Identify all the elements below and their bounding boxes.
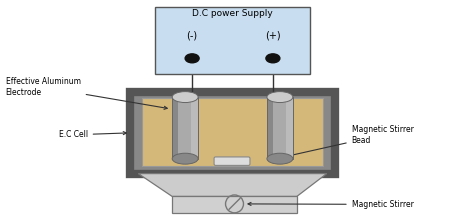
Ellipse shape [172, 92, 198, 102]
Bar [267, 97, 293, 159]
Ellipse shape [266, 54, 280, 63]
Bar [286, 97, 293, 159]
Text: Magnetic Stirrer: Magnetic Stirrer [248, 200, 413, 209]
Text: Effective Aluminum
Electrode: Effective Aluminum Electrode [6, 78, 167, 109]
Bar [172, 97, 198, 159]
Text: Magnetic Stirrer
Bead: Magnetic Stirrer Bead [269, 125, 413, 161]
Bar [172, 196, 297, 213]
Text: D.C power Supply: D.C power Supply [192, 9, 273, 18]
Ellipse shape [267, 153, 293, 164]
FancyBboxPatch shape [142, 98, 323, 166]
Text: E.C Cell: E.C Cell [58, 130, 126, 139]
Text: (-): (-) [187, 30, 198, 41]
Text: (+): (+) [265, 30, 281, 41]
Polygon shape [138, 174, 327, 196]
Bar [191, 97, 198, 159]
FancyBboxPatch shape [214, 157, 250, 165]
Ellipse shape [172, 153, 198, 164]
FancyBboxPatch shape [155, 7, 310, 74]
FancyBboxPatch shape [130, 92, 335, 174]
Bar [178, 97, 198, 159]
Bar [267, 97, 273, 159]
Bar [172, 97, 178, 159]
Ellipse shape [267, 92, 293, 102]
Bar [273, 97, 293, 159]
Ellipse shape [185, 54, 199, 63]
